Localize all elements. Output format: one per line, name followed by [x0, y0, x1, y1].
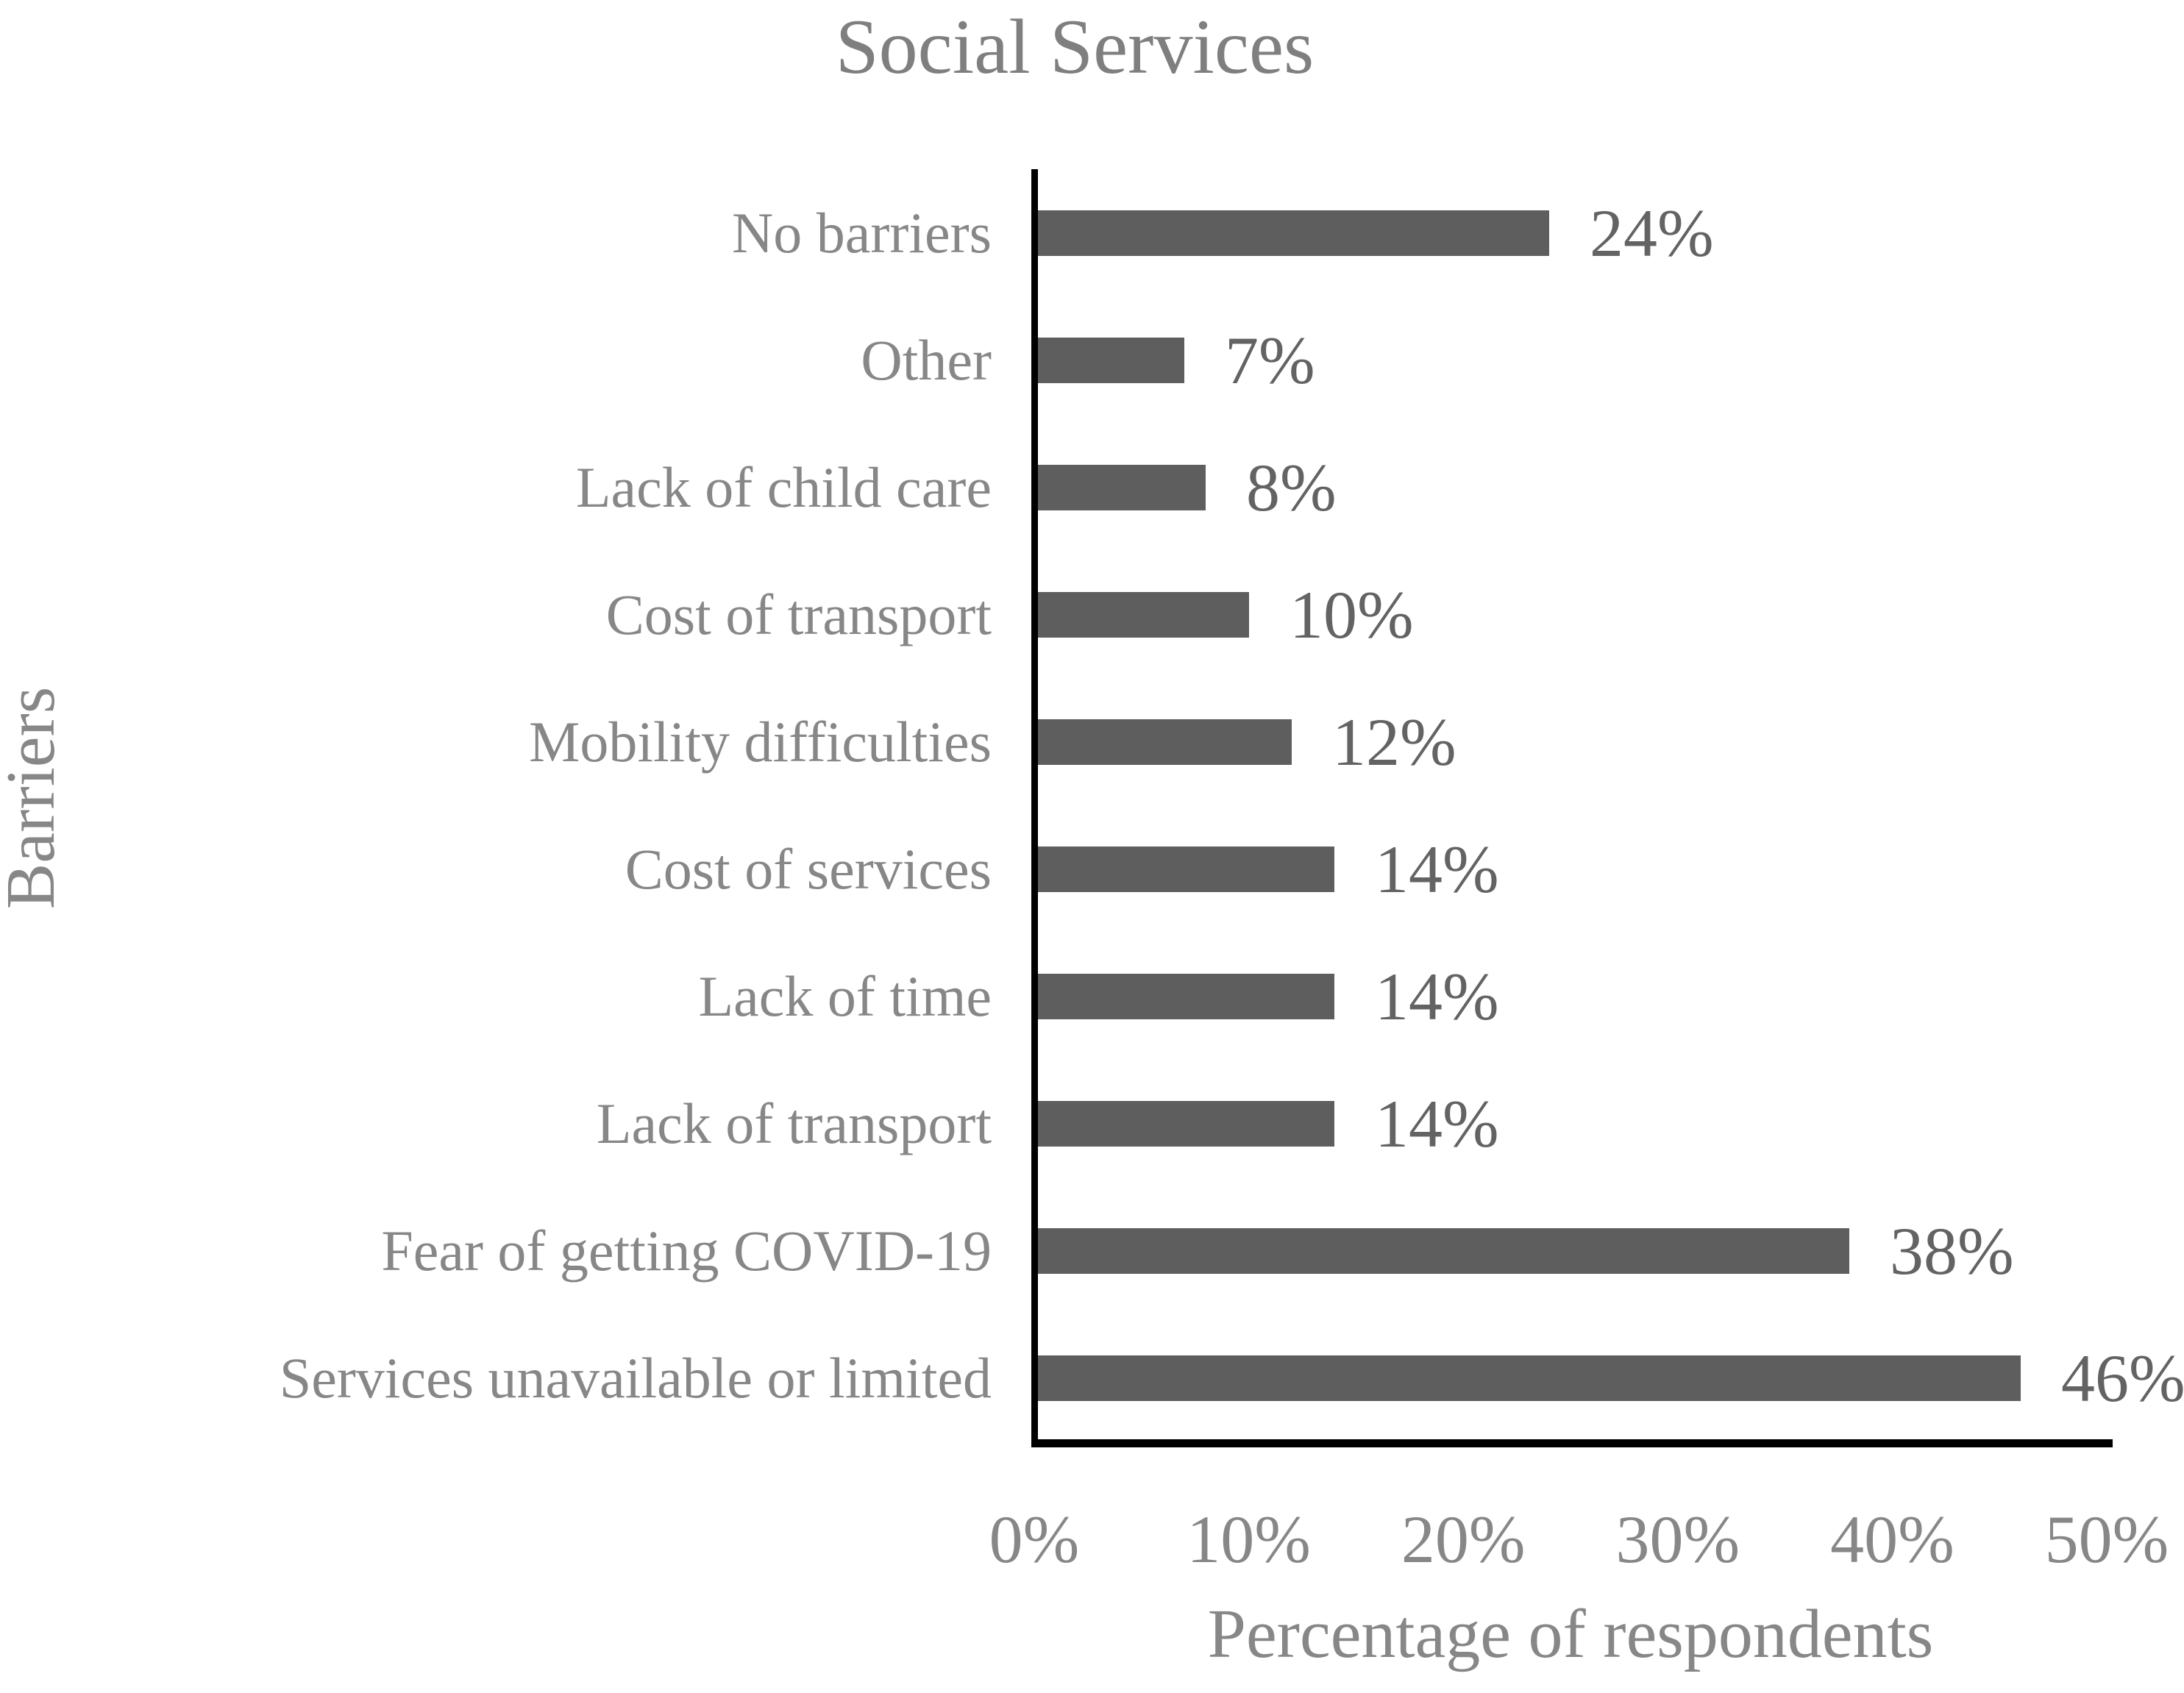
bar [1034, 846, 1334, 892]
bar-row: Cost of services 14% [0, 805, 2119, 933]
x-tick-label: 0% [989, 1502, 1080, 1577]
category-label: Lack of time [698, 963, 992, 1028]
category-label: Lack of transport [596, 1091, 992, 1155]
bar-row: Fear of getting COVID-19 38% [0, 1187, 2119, 1314]
bar-row: Lack of child care 8% [0, 424, 2119, 551]
bar [1034, 210, 1549, 256]
data-label: 14% [1375, 831, 1499, 907]
y-axis-line [1031, 169, 1038, 1447]
x-tick-label: 40% [1830, 1502, 1954, 1577]
data-label: 10% [1290, 577, 1414, 652]
bar [1034, 973, 1334, 1019]
category-label: Services unavailable or limited [279, 1345, 992, 1410]
bar-row: Mobility difficulties 12% [0, 678, 2119, 805]
bar-row: Services unavailable or limited 46% [0, 1314, 2184, 1441]
data-label: 14% [1375, 958, 1499, 1034]
category-label: Cost of transport [605, 582, 992, 646]
category-label: Lack of child care [575, 455, 992, 519]
data-label: 14% [1375, 1086, 1499, 1161]
data-label: 46% [2061, 1340, 2184, 1416]
category-label: Other [861, 327, 992, 392]
x-tick-label: 50% [2044, 1502, 2169, 1577]
data-label: 12% [1332, 704, 1456, 780]
category-label: Fear of getting COVID-19 [381, 1218, 992, 1283]
category-label: Mobility difficulties [528, 709, 992, 774]
data-label: 38% [1890, 1213, 2014, 1289]
bar-row: Other 7% [0, 296, 2119, 424]
x-axis-title: Percentage of respondents [1207, 1596, 1934, 1672]
x-axis-line [1031, 1439, 2113, 1447]
x-tick-label: 30% [1615, 1502, 1740, 1577]
bar-row: No barriers 24% [0, 169, 2119, 296]
bar [1034, 1355, 2021, 1401]
category-label: No barriers [731, 200, 992, 265]
bar [1034, 1227, 1849, 1274]
bar-row: Cost of transport 10% [0, 551, 2119, 678]
data-label: 24% [1590, 195, 1714, 271]
bar-row: Lack of time 14% [0, 933, 2119, 1060]
category-label: Cost of services [625, 836, 992, 901]
bar [1034, 464, 1206, 510]
x-tick-label: 10% [1187, 1502, 1311, 1577]
x-tick-label: 20% [1401, 1502, 1526, 1577]
bar [1034, 1100, 1334, 1147]
data-label: 7% [1225, 322, 1315, 398]
bar [1034, 591, 1249, 638]
data-label: 8% [1246, 449, 1337, 525]
chart-title: Social Services [835, 4, 1315, 90]
x-axis-ticks: 0% 10% 20% 30% 40% 50% [989, 1500, 2169, 1581]
plot-rows: No barriers 24% Other 7% Lack of child care 8… [0, 169, 2184, 1441]
bar-row: Lack of transport 14% [0, 1060, 2119, 1187]
bar [1034, 337, 1184, 383]
bar [1034, 719, 1292, 765]
